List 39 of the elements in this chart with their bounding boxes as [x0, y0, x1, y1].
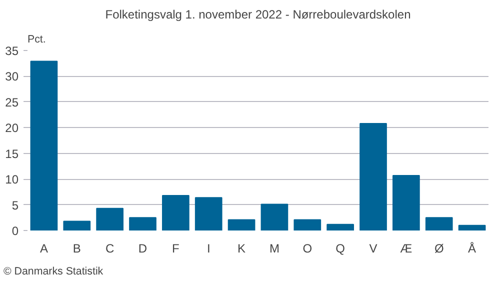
x-tick-label: Q	[336, 242, 345, 256]
bar	[228, 219, 256, 230]
y-tick-label: 0	[12, 224, 19, 238]
bar	[425, 217, 453, 230]
y-tick-label: 15	[5, 146, 19, 161]
y-tick-label: 25	[5, 95, 19, 110]
x-tick-label: C	[105, 242, 114, 256]
y-tick-label: 35	[5, 44, 19, 58]
x-tick-label: K	[238, 242, 246, 256]
y-tick-label: 10	[5, 172, 19, 187]
y-axis-title: Pct.	[28, 34, 46, 46]
x-tick-label: V	[369, 242, 378, 256]
chart-title: Folketingsvalg 1. november 2022 - Nørreboulevardskolen	[105, 8, 411, 22]
y-tick-label: 20	[5, 121, 19, 136]
bar	[30, 60, 58, 230]
bar	[162, 195, 190, 230]
bar	[194, 197, 222, 230]
x-tick-label: Ø	[434, 242, 444, 256]
x-tick-label: I	[206, 242, 210, 256]
bar	[392, 174, 420, 230]
y-tick-label: 30	[5, 70, 19, 84]
x-tick-label: Å	[468, 242, 476, 256]
bar	[360, 123, 387, 230]
bar	[129, 217, 156, 230]
bar	[63, 220, 91, 230]
bar	[96, 208, 124, 230]
bar	[260, 204, 288, 230]
text: © Danmarks Statistik	[4, 266, 104, 278]
x-tick-label: B	[72, 242, 81, 256]
x-tick-label: O	[302, 242, 312, 256]
x-tick-label: F	[172, 242, 180, 256]
bar	[326, 224, 354, 230]
x-tick-label: M	[269, 242, 280, 256]
y-tick-label: 5	[12, 198, 19, 212]
bar	[458, 224, 486, 230]
x-tick-label: A	[40, 242, 48, 256]
bar	[294, 219, 322, 230]
x-tick-label: Æ	[400, 242, 412, 256]
x-tick-label: D	[138, 242, 148, 256]
